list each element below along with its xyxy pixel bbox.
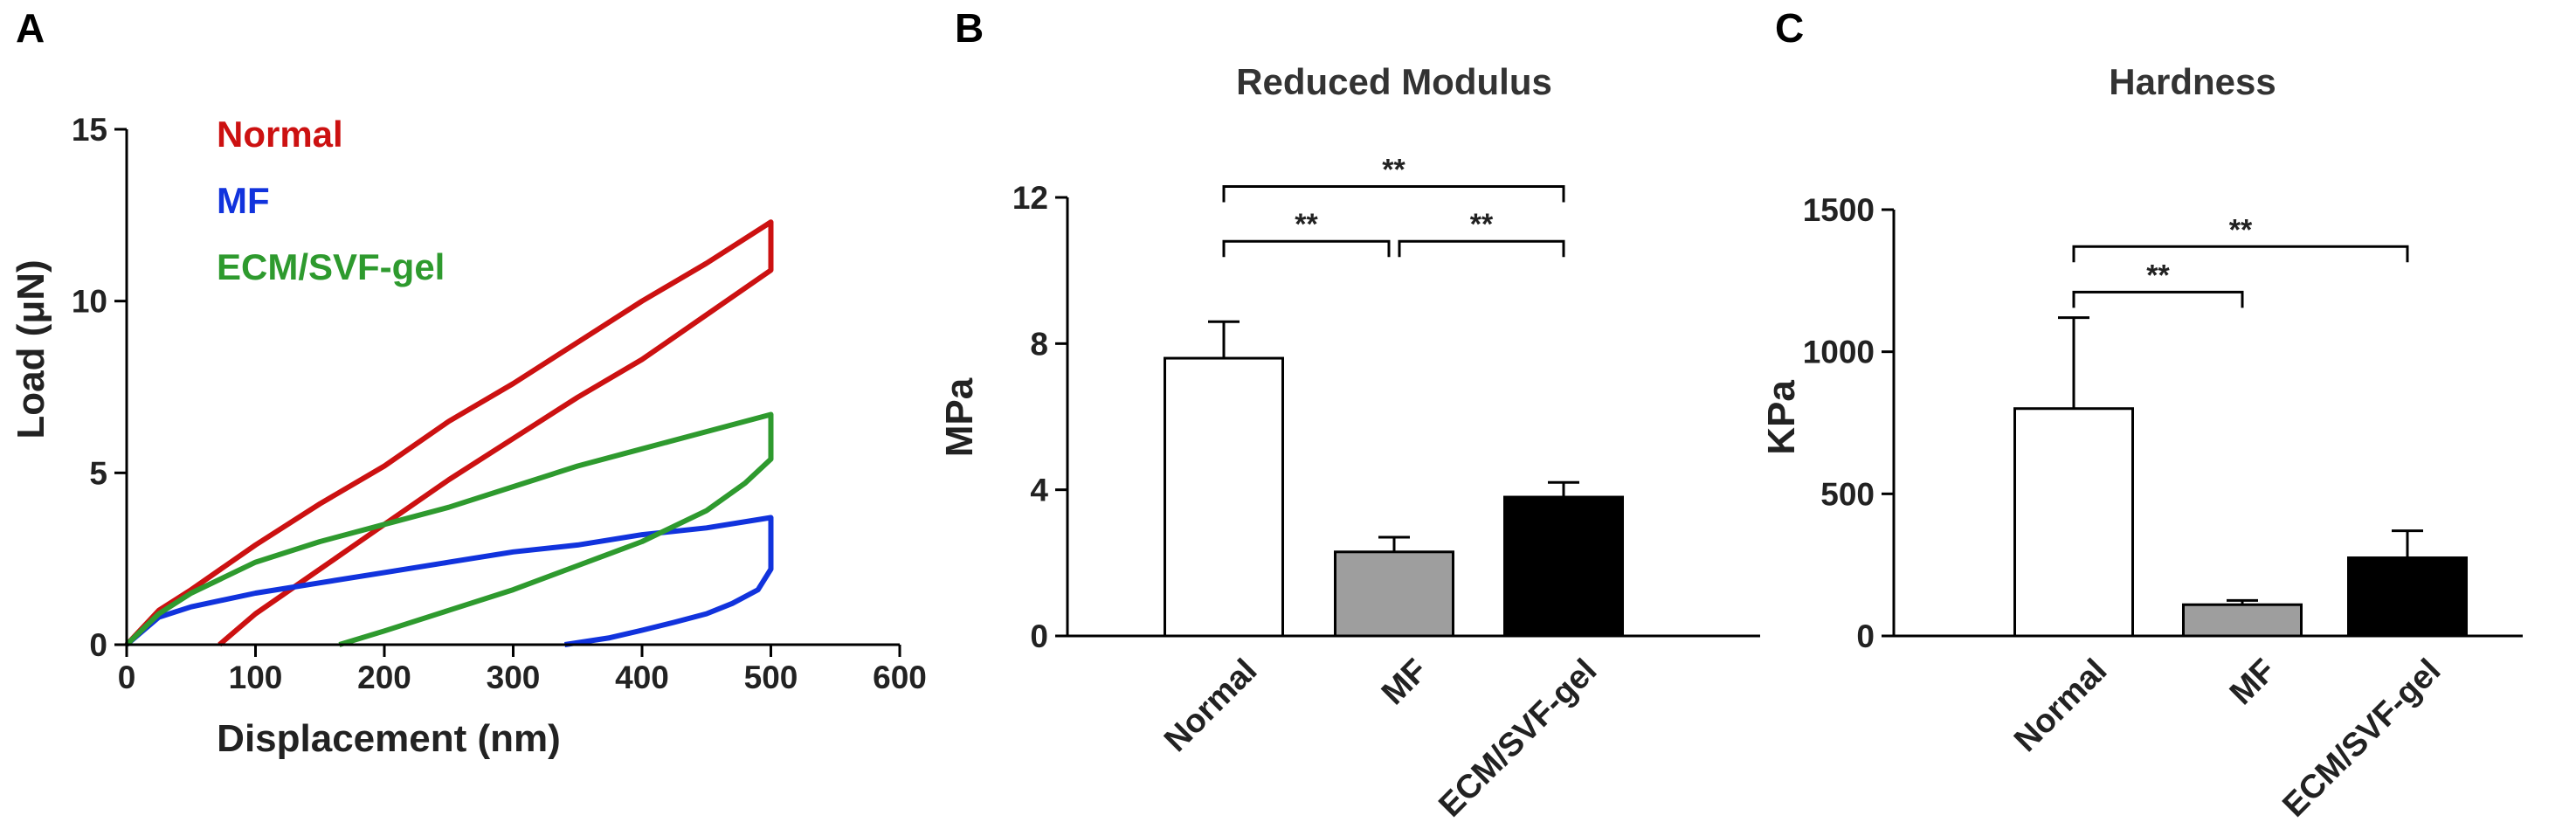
category-label: MF — [2223, 653, 2283, 713]
y-tick-label: 0 — [1856, 618, 1875, 654]
series-line-normal — [124, 219, 774, 647]
y-axis-label: Load (μN) — [10, 259, 52, 439]
bar-normal — [2013, 407, 2134, 638]
y-tick-label: 4 — [1030, 473, 1048, 508]
legend-mf: MF — [217, 180, 270, 221]
x-tick-label: 0 — [118, 660, 136, 695]
significance-bracket — [1222, 184, 1565, 203]
category-label: ECM/SVF-gel — [1432, 653, 1604, 822]
panel-b: B Reduced Modulus MPa Normal MFECM/SVF-ge… — [938, 5, 1760, 822]
x-tick-label: 500 — [744, 660, 798, 695]
x-tick-label: 400 — [615, 660, 669, 695]
y-tick-label: 500 — [1820, 476, 1875, 512]
significance-label: ** — [2146, 259, 2170, 292]
x-tick-label: 100 — [229, 660, 283, 695]
significance-bracket — [1222, 239, 1391, 258]
bar-mf — [2182, 603, 2303, 638]
chart-title: Reduced Modulus — [1236, 61, 1552, 102]
significance-label: ** — [1295, 208, 1318, 241]
significance-bracket — [1398, 239, 1565, 258]
y-tick-label: 0 — [1030, 618, 1048, 654]
bar-ecm-svf-gel — [2347, 556, 2468, 638]
y-tick-label: 15 — [72, 112, 107, 148]
significance-bracket — [2072, 245, 2409, 263]
y-tick-label: 5 — [89, 455, 107, 491]
y-axis-label: MPa — [938, 377, 981, 457]
y-tick-label: 1000 — [1803, 335, 1875, 370]
x-axis-label: Displacement (nm) — [217, 717, 561, 760]
series-line-ecm-svf-gel — [124, 411, 774, 647]
legend-ecm-svf-gel: ECM/SVF-gel — [217, 246, 445, 287]
category-label: Normal — [2007, 653, 2114, 759]
significance-bracket — [2072, 290, 2244, 308]
bar-normal — [1164, 356, 1284, 638]
y-tick-label: 8 — [1030, 326, 1048, 362]
panel-letter-c: C — [1775, 5, 1804, 51]
significance-label: ** — [1382, 153, 1405, 186]
category-label: Normal — [1157, 653, 1264, 759]
significance-label: ** — [1470, 208, 1494, 241]
panel-letter-b: B — [955, 5, 984, 51]
y-axis-label: KPa — [1760, 380, 1803, 455]
category-label: ECM/SVF-gel — [2276, 653, 2448, 822]
bar-mf — [1334, 550, 1454, 638]
category-label: MF — [1375, 653, 1435, 713]
y-tick-label: 12 — [1012, 180, 1048, 216]
x-tick-label: 300 — [487, 660, 541, 695]
x-tick-label: 200 — [357, 660, 411, 695]
y-tick-label: 10 — [72, 284, 107, 320]
panel-a: A 0 5 10 15 0 100 200 300 400 500 600 Displacement… — [10, 5, 927, 760]
panel-letter-a: A — [16, 5, 45, 51]
y-tick-label: 1500 — [1803, 192, 1875, 228]
chart-title: Hardness — [2109, 61, 2276, 102]
significance-label: ** — [2229, 213, 2253, 246]
bar-ecm-svf-gel — [1503, 495, 1624, 638]
y-tick-label: 0 — [89, 627, 107, 663]
load-displacement-plot: 0 5 10 15 0 100 200 300 400 500 600 — [72, 112, 927, 695]
legend-normal: Normal — [217, 114, 343, 155]
series-line-mf — [125, 515, 774, 647]
x-tick-label: 600 — [873, 660, 927, 695]
